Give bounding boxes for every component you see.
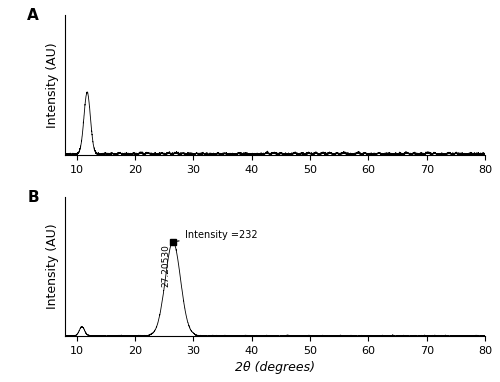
X-axis label: 2θ (degrees): 2θ (degrees) [235,361,315,374]
Text: A: A [27,8,39,23]
Y-axis label: Intensity (AU): Intensity (AU) [46,223,60,309]
Y-axis label: Intensity (AU): Intensity (AU) [46,42,60,128]
Text: B: B [27,190,39,205]
Text: Intensity =232: Intensity =232 [176,230,257,241]
Text: 27.20530: 27.20530 [161,244,170,286]
